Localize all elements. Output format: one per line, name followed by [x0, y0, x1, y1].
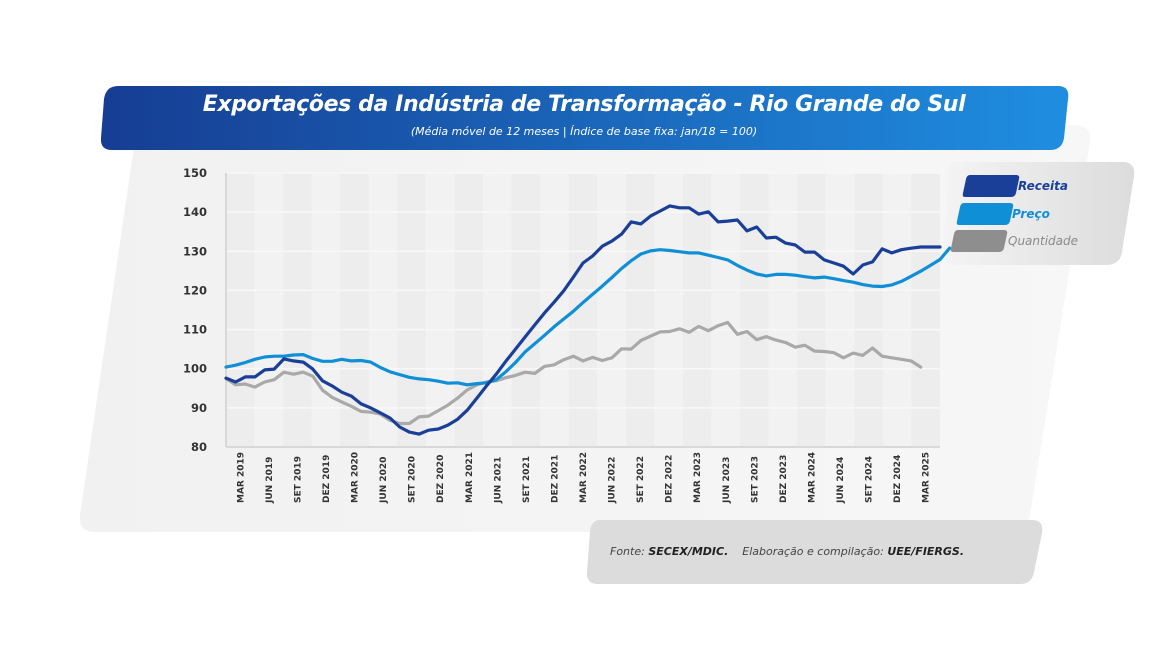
credit-value: UEE/FIERGS.: [887, 545, 965, 558]
y-tick-label: 130: [183, 244, 207, 258]
plot-band: [797, 173, 826, 447]
plot-band: [483, 173, 512, 447]
x-tick-label: JUN 2020: [379, 457, 389, 504]
x-tick-label: SET 2019: [293, 456, 303, 503]
y-tick-label: 100: [183, 362, 207, 376]
plot-band: [711, 173, 741, 447]
x-tick-label: DEZ 2019: [322, 455, 332, 503]
x-tick-label: MAR 2024: [807, 452, 817, 503]
series-line-receita: [224, 204, 942, 436]
footer-card: [586, 520, 1043, 584]
plot-band: [882, 173, 912, 447]
legend-swatches: [950, 175, 1020, 252]
legend-swatch-quantidade: [950, 230, 1008, 252]
x-tick-label: DEZ 2020: [436, 455, 446, 503]
x-tick-label: DEZ 2024: [893, 455, 903, 503]
y-tick-label: 120: [183, 283, 207, 297]
plot-band: [854, 173, 883, 447]
plot-band: [625, 173, 655, 447]
x-tick-label: JUN 2019: [265, 457, 275, 504]
x-tick-label: MAR 2025: [922, 452, 932, 503]
x-tick-label: SET 2024: [865, 456, 875, 503]
x-tick-label: SET 2022: [636, 456, 646, 503]
plot-band: [825, 173, 855, 447]
y-axis-ticks: 80 90 100 110 120 130 140 150: [183, 166, 207, 454]
plot-band: [425, 173, 455, 447]
source-prefix: Fonte:: [610, 545, 649, 558]
x-tick-label: MAR 2020: [351, 452, 361, 503]
plot-band: [682, 173, 712, 447]
x-tick-label: JUN 2021: [493, 457, 503, 504]
plot-band: [283, 173, 312, 447]
x-tick-label: MAR 2022: [579, 452, 589, 503]
plot-band: [597, 173, 626, 447]
x-tick-label: JUN 2023: [722, 457, 732, 504]
plot-bands: [226, 173, 940, 447]
x-tick-label: SET 2023: [750, 456, 760, 503]
y-tick-label: 140: [183, 205, 207, 219]
x-tick-label: SET 2021: [522, 456, 532, 503]
y-tick-label: 80: [191, 440, 207, 454]
plot-band: [511, 173, 541, 447]
plot-band: [540, 173, 569, 447]
plot-band: [226, 173, 255, 447]
axes: [225, 173, 940, 448]
x-tick-label: JUN 2024: [836, 457, 846, 504]
plot-band: [654, 173, 683, 447]
credit-prefix: Elaboração e compilação:: [742, 545, 888, 558]
y-tick-label: 90: [191, 401, 207, 415]
title-banner-shape: [100, 86, 1069, 150]
chart-subtitle: (Média móvel de 12 meses | Índice de bas…: [410, 125, 758, 138]
source-value: SECEX/MDIC.: [648, 545, 729, 558]
x-tick-label: SET 2020: [408, 456, 418, 503]
y-tick-label: 150: [183, 166, 207, 180]
legend-swatch-receita: [962, 175, 1020, 197]
x-tick-label: DEZ 2021: [550, 455, 560, 503]
x-tick-label: MAR 2021: [465, 452, 475, 503]
plot-band: [911, 173, 940, 447]
plot-band: [397, 173, 426, 447]
plot-band: [740, 173, 769, 447]
chart-title: Exportações da Indústria de Transformaçã…: [202, 92, 966, 117]
x-tick-label: DEZ 2022: [665, 455, 675, 503]
legend-swatch-preco: [956, 203, 1014, 225]
legend-label-quantidade: Quantidade: [1008, 234, 1079, 248]
y-tick-label: 110: [183, 323, 207, 337]
x-axis-ticks: MAR 2019 JUN 2019 SET 2019 DEZ 2019 MAR 2020…: [236, 452, 931, 504]
series-lines: [224, 204, 952, 436]
plot-band: [254, 173, 284, 447]
x-tick-label: DEZ 2023: [779, 455, 789, 503]
footer-source: Fonte: SECEX/MDIC. Elaboração e compilaç…: [610, 545, 964, 558]
plot-band: [340, 173, 369, 447]
plot-band: [454, 173, 484, 447]
legend-label-receita: Receita: [1018, 179, 1068, 193]
plot-band: [368, 173, 398, 447]
x-tick-label: MAR 2019: [236, 452, 246, 503]
series-line-quantidade: [224, 320, 923, 426]
plot-band: [311, 173, 341, 447]
x-tick-label: JUN 2022: [608, 457, 618, 504]
x-tick-label: MAR 2023: [693, 452, 703, 503]
series-line-preo: [224, 246, 952, 387]
legend-label-preco: Preço: [1012, 207, 1050, 221]
plot-band: [768, 173, 798, 447]
